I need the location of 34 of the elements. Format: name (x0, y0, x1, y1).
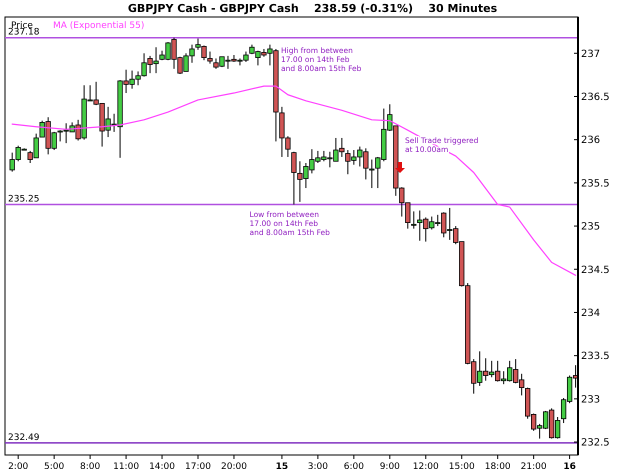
y-tick-label: 234 (581, 308, 600, 319)
y-tick-label: 234.5 (581, 264, 610, 276)
ref-line-label: 235.25 (8, 194, 40, 204)
ref-line-label: 232.49 (8, 432, 40, 443)
y-tick-label: 235.5 (581, 178, 610, 190)
y-tick-label: 232.5 (581, 438, 610, 449)
candlestick (207, 51, 213, 64)
x-tick-label: 14:00 (149, 462, 176, 469)
candlestick (369, 159, 374, 189)
y-tick-label: 236.5 (581, 92, 610, 103)
x-tick-label: 15 (276, 462, 288, 469)
x-tick-label: 21:00 (520, 462, 547, 469)
x-tick-label: 2:00 (8, 462, 29, 469)
x-tick-label: 16 (563, 462, 576, 469)
y-tick-label: 236 (581, 135, 600, 146)
x-tick-label: 6:00 (344, 462, 364, 469)
y-tick-label: 237 (581, 48, 600, 60)
x-tick-label: 12:00 (412, 462, 439, 469)
x-tick-label: 5:00 (44, 462, 65, 469)
x-tick-label: 20:00 (220, 462, 248, 469)
x-tick-label: 8:00 (80, 462, 100, 469)
x-tick-label: 17:00 (185, 462, 212, 469)
y-tick-label: 233 (581, 394, 600, 406)
x-tick-label: 3:00 (308, 462, 328, 469)
text: MA (Exponential 55) (53, 21, 144, 31)
x-tick-label: 18:00 (484, 462, 511, 469)
candlestick (291, 151, 297, 205)
y-tick-label: 233.5 (581, 351, 610, 362)
chart-title: GBPJPY Cash - GBPJPY Cash 238.59 (-0.31%) 30 Minutes (128, 2, 498, 15)
candlestick (411, 210, 416, 230)
y-tick-label: 235 (581, 222, 600, 233)
x-tick-label: 9:00 (380, 462, 400, 469)
x-tick-label: 11:00 (113, 462, 140, 469)
x-tick-label: 15:00 (448, 462, 475, 469)
